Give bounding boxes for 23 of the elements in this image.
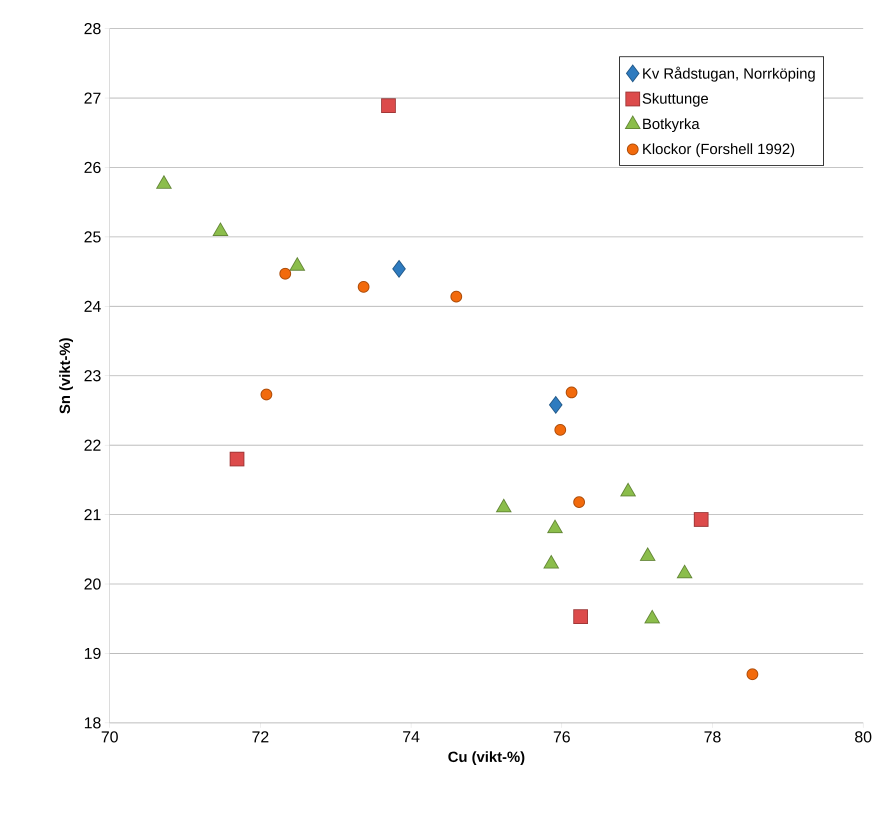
y-tick-label: 23 [84, 370, 101, 382]
x-tick-label: 76 [554, 731, 570, 743]
x-tick-label: 74 [403, 731, 420, 742]
y-tick-label: 20 [84, 578, 101, 590]
legend-label: Kv Rådstugan, Norrköping [643, 66, 815, 82]
x-axis-title: Cu (vikt-%) [448, 751, 524, 766]
y-tick-label: 21 [84, 509, 101, 520]
x-tick-label: 72 [252, 731, 268, 742]
y-tick-label: 24 [84, 300, 101, 312]
y-tick-label: 22 [84, 440, 100, 451]
y-tick-label: 26 [84, 162, 101, 174]
y-axis-title: Sn (vikt-%) [59, 338, 73, 414]
x-tick-label: 78 [704, 731, 721, 743]
y-tick-label: 18 [84, 717, 101, 729]
legend-label: Botkyrka [643, 118, 700, 132]
y-tick-label: 19 [84, 648, 101, 660]
y-tick-label: 25 [84, 231, 101, 243]
x-tick-label: 70 [102, 731, 118, 743]
legend-label: Skuttunge [642, 93, 708, 107]
y-tick-label: 28 [84, 23, 101, 34]
x-tick-label: 80 [855, 731, 872, 743]
legend-label: Klockor (Forshell 1992) [643, 143, 794, 158]
y-tick-label: 27 [84, 92, 100, 104]
